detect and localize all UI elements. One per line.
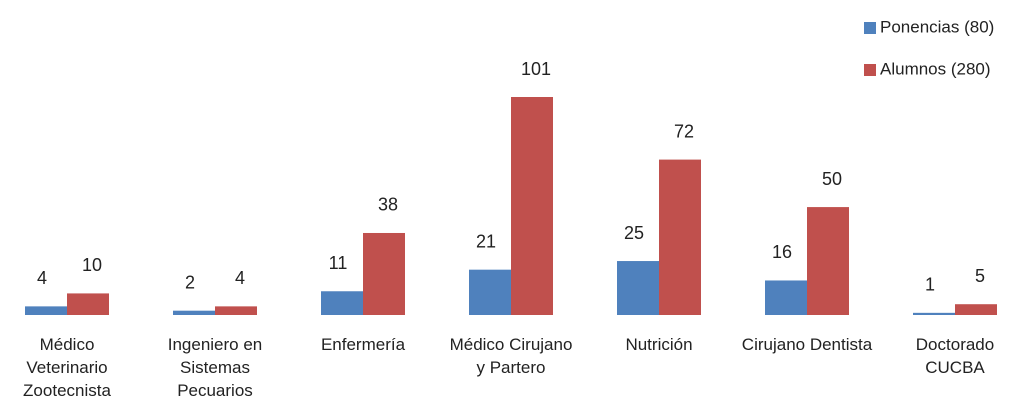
bar xyxy=(25,306,67,315)
data-label: 10 xyxy=(82,255,102,275)
data-label: 4 xyxy=(235,268,245,288)
bar xyxy=(321,291,363,315)
data-label: 4 xyxy=(37,268,47,288)
bar xyxy=(511,97,553,315)
data-label: 16 xyxy=(772,242,792,262)
data-label: 38 xyxy=(378,195,398,215)
data-label: 25 xyxy=(624,223,644,243)
data-label: 50 xyxy=(822,169,842,189)
legend-label: Alumnos (280) xyxy=(880,59,991,78)
data-label: 2 xyxy=(185,272,195,292)
legend-label: Ponencias (80) xyxy=(880,17,994,36)
x-tick-label: Doctorado CUCBA xyxy=(915,335,995,377)
x-tick-label: Cirujano Dentista xyxy=(741,335,873,354)
data-label: 72 xyxy=(674,121,694,141)
x-tick-label: Médico Cirujano y Partero xyxy=(449,335,573,377)
bar xyxy=(913,312,955,315)
data-label: 11 xyxy=(329,253,348,273)
x-tick-label: Ingeniero en Sistemas Pecuarios xyxy=(167,335,263,400)
bar xyxy=(617,261,659,315)
bar xyxy=(363,232,405,315)
data-label: 101 xyxy=(521,59,551,79)
x-tick-label: Médico Veterinario Zootecnista xyxy=(23,335,111,400)
bar xyxy=(807,207,849,315)
legend-swatch xyxy=(864,22,876,34)
x-tick-label: Nutrición xyxy=(625,335,693,354)
bar xyxy=(173,310,215,315)
x-tick-label: Enfermería xyxy=(320,335,406,354)
bar xyxy=(469,269,511,315)
legend-swatch xyxy=(864,64,876,76)
bar xyxy=(67,293,109,315)
data-label: 1 xyxy=(925,275,935,295)
data-label: 21 xyxy=(476,231,496,251)
data-label: 5 xyxy=(975,266,985,286)
bar xyxy=(955,304,997,315)
bar xyxy=(215,306,257,315)
bar xyxy=(659,159,701,315)
bar xyxy=(765,280,807,315)
